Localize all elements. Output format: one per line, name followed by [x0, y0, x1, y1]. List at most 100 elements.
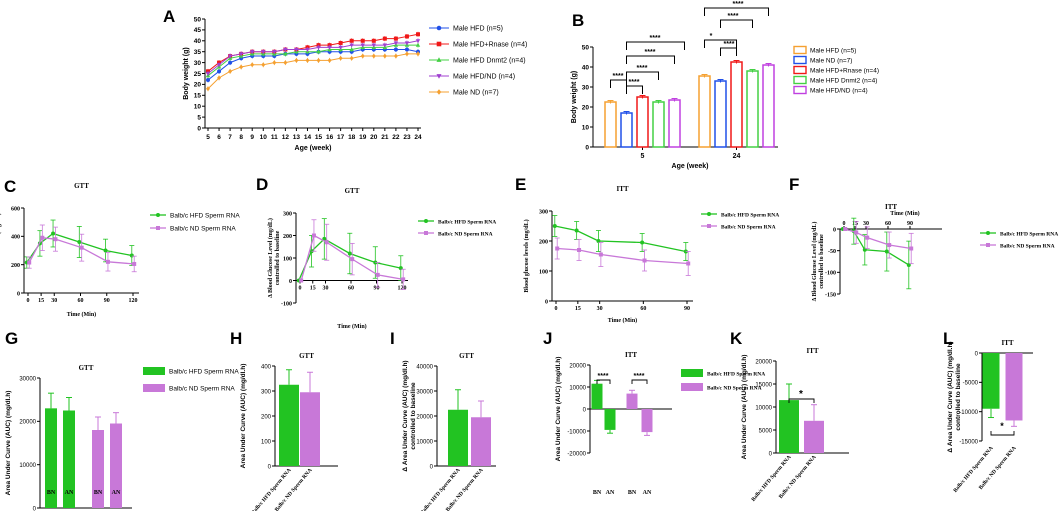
y-tick-label: 20000 — [569, 363, 586, 369]
y-tick-label: -20000 — [567, 451, 586, 457]
significance-label: **** — [733, 1, 744, 8]
data-point — [596, 239, 601, 243]
panel-label: H — [230, 329, 242, 348]
data-point — [283, 60, 288, 65]
x-tick-label: 14 — [304, 134, 312, 141]
panel-label: L — [943, 329, 953, 348]
y-tick-label: 10000 — [569, 385, 586, 391]
chart-H: GTT 0 100 200 300 400 Area Under Curve (AUC) (… — [240, 352, 338, 511]
data-point — [129, 253, 134, 258]
y-axis-label: Area Under Curve (AUC) (mg/dl.h) — [5, 391, 12, 496]
y-tick-label: 100 — [283, 256, 292, 262]
chart-D: GTT -100 0 100 200 300 0 15 30 60 90 120 Time (Min) Δ… — [267, 187, 496, 330]
x-tick-label: 0 — [27, 298, 30, 304]
data-point — [555, 246, 560, 251]
data-point — [51, 231, 56, 236]
y-tick-label: 15 — [194, 93, 202, 100]
x-tick-label: AN — [112, 490, 121, 496]
x-tick-label: 120 — [398, 286, 407, 292]
legend-label: Male HFD Dnmt2 (n=4) — [810, 77, 877, 84]
y-tick-label: 300 — [283, 211, 292, 217]
data-point — [436, 41, 442, 47]
y-tick-label: 400 — [261, 364, 272, 370]
data-point — [393, 53, 398, 59]
data-point — [227, 54, 233, 59]
data-point — [843, 227, 848, 231]
legend-label: Male HFD (n=5) — [453, 26, 503, 33]
chart-I: GTT 0 10000 20000 30000 40000 Δ Area Under Cur… — [402, 352, 496, 511]
data-point — [865, 235, 870, 240]
y-tick-label: -50 — [828, 249, 836, 255]
data-point — [316, 45, 321, 50]
y-tick-label: 0 — [430, 464, 434, 470]
data-point — [228, 68, 233, 74]
bar — [1005, 353, 1023, 421]
data-point — [416, 51, 420, 57]
series-line — [300, 234, 404, 281]
data-point — [382, 53, 387, 59]
chart-title: GTT — [74, 182, 89, 190]
y-tick-label: -150 — [825, 292, 836, 298]
x-tick-label: BN — [47, 490, 56, 496]
x-axis-label: Time (Min) — [890, 210, 919, 217]
data-point — [238, 52, 244, 57]
x-tick-label: 90 — [684, 306, 690, 312]
significance-bracket — [626, 41, 685, 50]
x-tick-label: 30 — [51, 298, 57, 304]
x-tick-label: 90 — [104, 298, 110, 304]
legend-label: Male HFD (n=5) — [810, 47, 856, 54]
legend-swatch — [143, 367, 165, 375]
y-tick-label: 5000 — [759, 428, 773, 434]
data-point — [404, 34, 409, 39]
x-tick-label: 0 — [299, 286, 302, 292]
data-point — [327, 45, 332, 50]
series-male-hfd-n-5- — [206, 47, 420, 83]
legend-label: Male HFD/ND (n=4) — [453, 74, 515, 81]
data-point — [436, 74, 442, 79]
panel-label: F — [789, 175, 799, 194]
chart-title: ITT — [885, 203, 897, 211]
series-balb-c-nd-sperm-rna — [299, 219, 406, 290]
panel-label: A — [163, 7, 175, 26]
panel-label: B — [572, 11, 584, 30]
significance-bracket — [788, 398, 815, 403]
legend-swatch — [143, 384, 165, 392]
data-point — [404, 47, 409, 52]
data-point — [382, 43, 388, 48]
x-tick-label: 30 — [323, 286, 329, 292]
y-tick-label: 0 — [833, 227, 836, 233]
significance-bracket — [596, 379, 611, 384]
data-point — [294, 58, 299, 63]
y-axis-label: Δ Blood Glucose Level (mg/dL) — [267, 218, 274, 298]
legend-label: Balb/c ND Sperm RNA — [721, 224, 776, 230]
y-tick-label: 100 — [261, 439, 272, 445]
chart-title: ITT — [806, 347, 818, 355]
legend-swatch — [793, 65, 807, 75]
significance-label: **** — [645, 49, 656, 56]
significance-label: * — [1000, 421, 1004, 431]
y-tick-label: 0 — [583, 407, 587, 413]
data-point — [349, 38, 354, 43]
data-point — [416, 32, 420, 37]
y-axis-label: Body weight (g) — [571, 71, 578, 124]
x-tick-label: 30 — [863, 221, 869, 227]
legend-label: Balb/c ND Sperm RNA — [1000, 243, 1055, 249]
y-tick-label: 0 — [975, 351, 979, 357]
y-axis-label: Δ Area Under Curve (AUC) (mg/dl.h) — [402, 360, 409, 471]
data-point — [79, 245, 84, 250]
legend-label: Balb/c ND Sperm RNA — [169, 385, 235, 392]
x-tick-label: Balb/c HFD Sperm RNA — [751, 454, 793, 502]
data-point — [404, 41, 410, 46]
data-point — [103, 248, 108, 253]
y-axis-label: Blood Glucose Level (mg/dL) — [0, 213, 2, 288]
data-point — [598, 252, 603, 257]
data-point — [360, 38, 365, 43]
legend-label: Balb/c HFD Sperm RNA — [707, 371, 765, 377]
data-point — [854, 230, 859, 235]
series-male-nd-n-7- — [206, 51, 420, 92]
y-tick-label: -15000 — [959, 439, 978, 445]
data-point — [261, 50, 266, 55]
legend-swatch — [681, 383, 703, 391]
legend-label: Balb/c ND Sperm RNA — [170, 225, 236, 232]
y-tick-label: 0 — [33, 506, 37, 511]
